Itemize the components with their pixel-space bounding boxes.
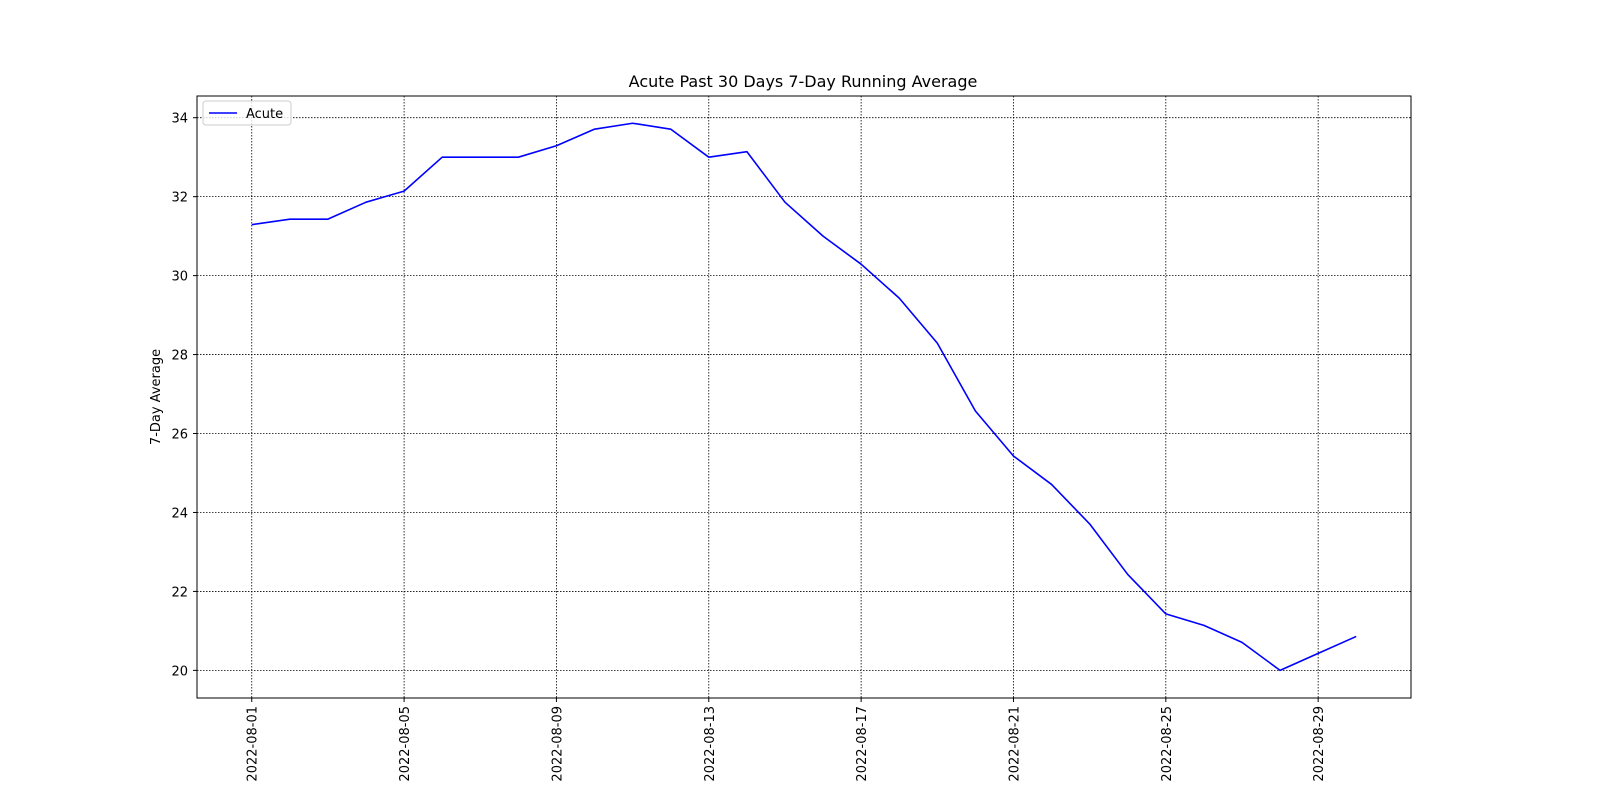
x-tick-label: 2022-08-05: [398, 706, 413, 782]
y-tick-label: 34: [171, 112, 188, 127]
gridlines: [197, 96, 1411, 698]
plot-frame: [196, 95, 1412, 699]
y-tick-label: 20: [171, 664, 188, 679]
x-tick-label: 2022-08-25: [1160, 706, 1175, 782]
x-tick-label: 2022-08-29: [1312, 706, 1327, 782]
x-tick-label: 2022-08-01: [246, 706, 261, 782]
legend: Acute: [202, 100, 292, 126]
y-tick-label: 32: [171, 191, 188, 206]
legend-label: Acute: [246, 107, 283, 122]
y-tick-label: 24: [171, 506, 188, 521]
y-tick-label: 30: [171, 270, 188, 285]
y-tick-label: 26: [171, 428, 188, 443]
series-line-acute: [251, 122, 1357, 672]
x-tick-label: 2022-08-13: [703, 706, 718, 782]
x-tick-label: 2022-08-21: [1007, 706, 1022, 782]
x-tick-label: 2022-08-17: [855, 706, 870, 782]
y-tick-label: 22: [171, 585, 188, 600]
series-layer: [251, 122, 1357, 672]
ticks: 20 22 24 26 28 30 32 34 2022-08-01 2022-08-05 2022…: [171, 112, 1327, 782]
chart-title: Acute Past 30 Days 7-Day Running Average: [629, 72, 978, 91]
x-tick-label: 2022-08-09: [550, 706, 565, 782]
y-tick-label: 28: [171, 349, 188, 364]
y-axis-label: 7-Day Average: [149, 349, 164, 445]
legend-box: [202, 100, 292, 126]
